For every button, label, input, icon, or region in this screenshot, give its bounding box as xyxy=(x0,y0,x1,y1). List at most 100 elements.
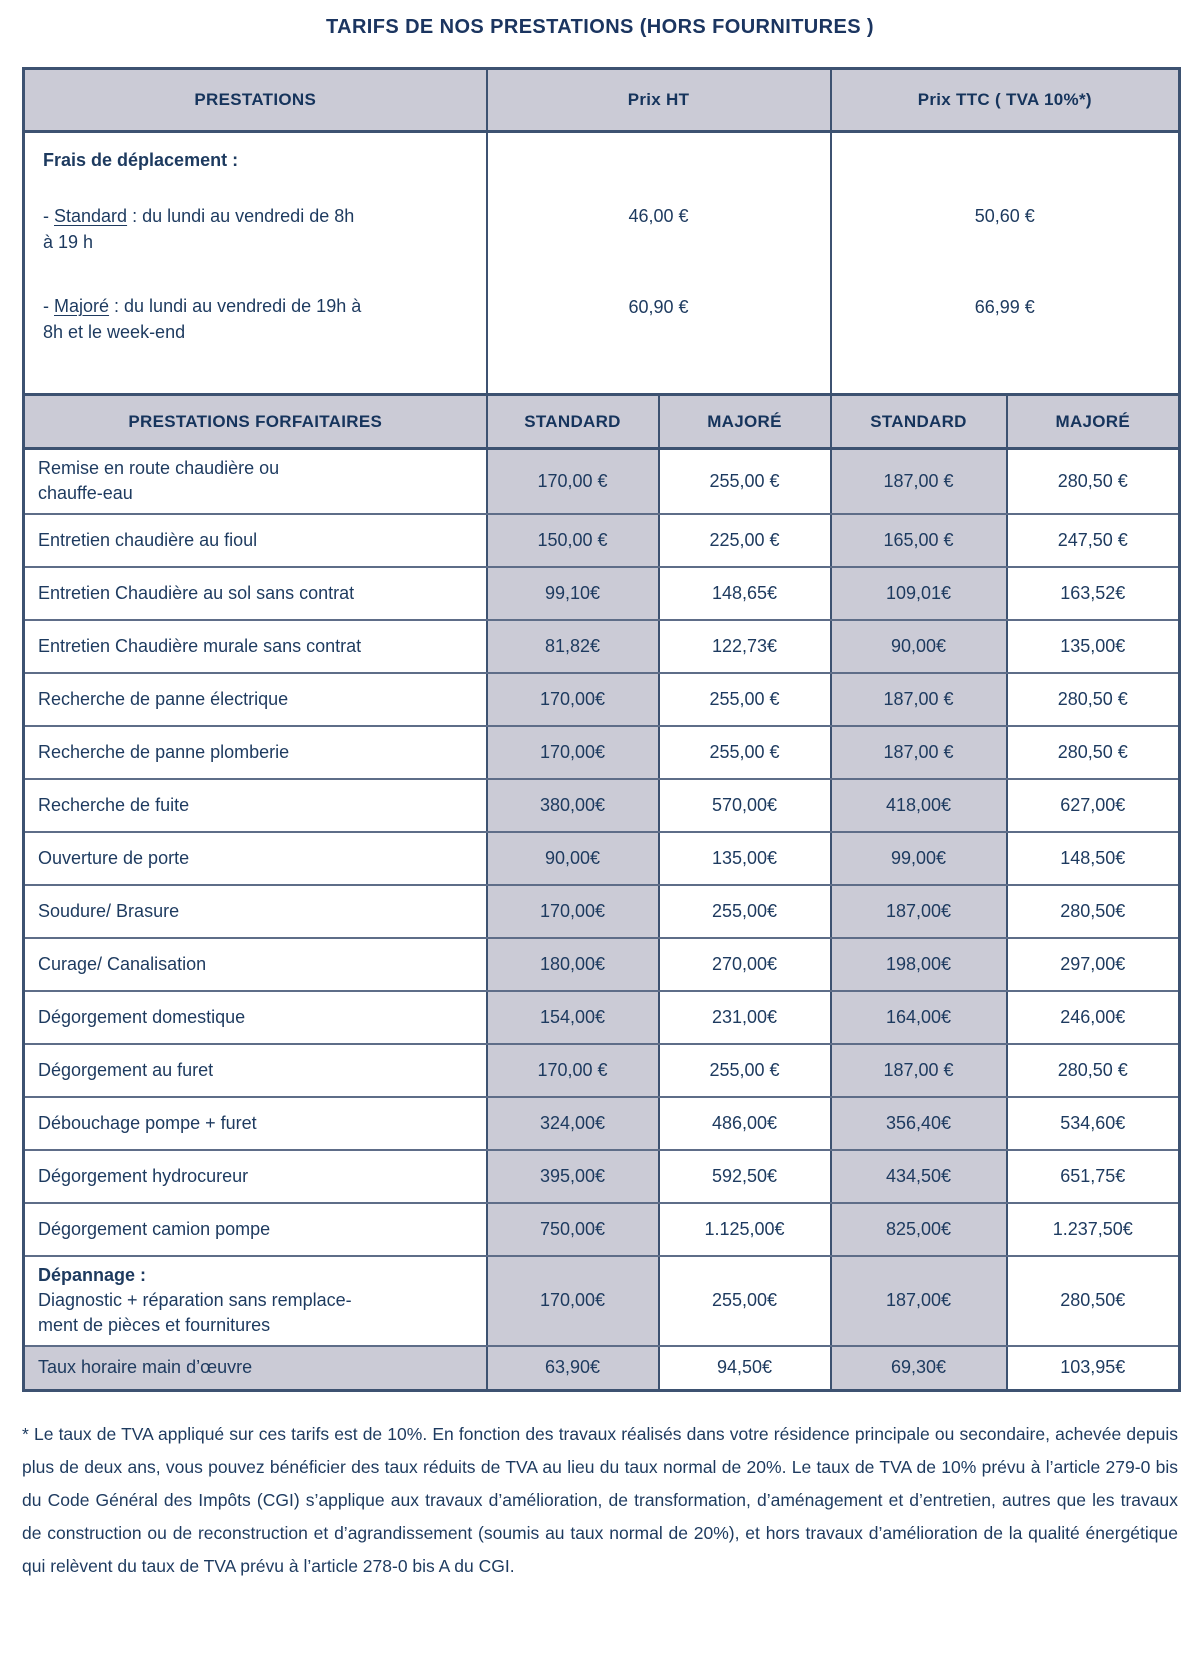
price-cell: 570,00€ xyxy=(657,777,832,833)
header-prix-ttc: Prix TTC ( TVA 10%*) xyxy=(829,67,1181,133)
service-label-cell: Recherche de fuite xyxy=(22,777,488,833)
service-label-cell: Ouverture de porte xyxy=(22,830,488,886)
price-cell: 255,00 € xyxy=(657,1042,832,1098)
frais-majore-prix-ttc: 66,99 € xyxy=(974,297,1035,317)
service-label: Entretien Chaudière murale sans contrat xyxy=(38,635,362,656)
service-label-cell: Soudure/ Brasure xyxy=(22,883,488,939)
table-row: Remise en route chaudière ou chauffe-eau 1… xyxy=(22,447,1181,515)
price-cell: 225,00 € xyxy=(657,512,832,568)
header-majore-ttc: MAJORÉ xyxy=(1005,393,1181,450)
frais-majore-term: Majoré xyxy=(54,296,110,316)
frais-standard-prefix: - xyxy=(43,206,54,226)
service-label-cell: Entretien Chaudière murale sans contrat xyxy=(22,618,488,674)
frais-standard-desc: - Standard : du lundi au vendredi de 8h … xyxy=(43,203,470,255)
price-cell: 592,50€ xyxy=(657,1148,832,1204)
service-label: Dégorgement domestique xyxy=(38,1006,246,1027)
table-row: Recherche de panne plomberie 170,00€ 255,0… xyxy=(22,724,1181,780)
price-cell: 187,00 € xyxy=(829,671,1008,727)
service-label-cell: Taux horaire main d’œuvre xyxy=(22,1344,488,1392)
price-cell: 180,00€ xyxy=(485,936,660,992)
header-majore-ht: MAJORÉ xyxy=(657,393,832,450)
price-cell: 170,00 € xyxy=(485,1042,660,1098)
price-cell: 280,50 € xyxy=(1005,447,1181,515)
price-cell: 94,50€ xyxy=(657,1344,832,1392)
price-cell: 418,00€ xyxy=(829,777,1008,833)
table-row: Entretien Chaudière murale sans contrat 8… xyxy=(22,618,1181,674)
price-cell: 255,00 € xyxy=(657,447,832,515)
service-label-cell: Dégorgement camion pompe xyxy=(22,1201,488,1257)
service-label-cell: Entretien chaudière au fioul xyxy=(22,512,488,568)
price-cell: 651,75€ xyxy=(1005,1148,1181,1204)
header-standard-ttc: STANDARD xyxy=(829,393,1008,450)
frais-standard-term: Standard xyxy=(54,206,128,226)
price-cell: 231,00€ xyxy=(657,989,832,1045)
frais-majore-prefix: - xyxy=(43,296,54,316)
service-label-line: Remise en route chaudière ou xyxy=(38,458,280,479)
header-row-top: PRESTATIONS Prix HT Prix TTC ( TVA 10%*) xyxy=(22,67,1181,133)
price-cell: 109,01€ xyxy=(829,565,1008,621)
price-cell: 486,00€ xyxy=(657,1095,832,1151)
tariff-page: TARIFS DE NOS PRESTATIONS (HORS FOURNITU… xyxy=(0,16,1200,1583)
price-cell: 90,00€ xyxy=(829,618,1008,674)
price-cell: 1.125,00€ xyxy=(657,1201,832,1257)
table-row: Recherche de fuite 380,00€ 570,00€ 418,00€ 6… xyxy=(22,777,1181,833)
price-cell: 255,00€ xyxy=(657,883,832,939)
frais-standard-prix-ht: 46,00 € xyxy=(628,206,689,226)
price-cell: 154,00€ xyxy=(485,989,660,1045)
header-row-forfait: PRESTATIONS FORFAITAIRES STANDARD MAJORÉ… xyxy=(22,393,1181,450)
price-cell: 170,00€ xyxy=(485,883,660,939)
price-cell: 534,60€ xyxy=(1005,1095,1181,1151)
header-prestations: PRESTATIONS xyxy=(22,67,488,133)
service-label: Dégorgement camion pompe xyxy=(38,1218,271,1239)
price-cell: 255,00 € xyxy=(657,671,832,727)
tva-footnote: * Le taux de TVA appliqué sur ces tarifs… xyxy=(22,1424,1178,1576)
price-cell: 103,95€ xyxy=(1005,1344,1181,1392)
price-cell: 170,00€ xyxy=(485,671,660,727)
header-prestations-forfaitaires: PRESTATIONS FORFAITAIRES xyxy=(22,393,488,450)
header-prix-ht: Prix HT xyxy=(485,67,832,133)
price-cell: 246,00€ xyxy=(1005,989,1181,1045)
service-label-cell: Recherche de panne plomberie xyxy=(22,724,488,780)
table-row: Entretien chaudière au fioul 150,00 €225,… xyxy=(22,512,1181,568)
service-label-cell: Remise en route chaudière ou chauffe-eau xyxy=(22,447,488,515)
price-cell: 750,00€ xyxy=(485,1201,660,1257)
price-cell: 280,50 € xyxy=(1005,671,1181,727)
price-cell: 170,00€ xyxy=(485,1254,660,1347)
service-label-line: chauffe-eau xyxy=(38,483,133,504)
service-label: Recherche de panne électrique xyxy=(38,688,289,709)
price-cell: 187,00 € xyxy=(829,1042,1008,1098)
table-row: Soudure/ Brasure 170,00€ 255,00€ 187,00€ 280… xyxy=(22,883,1181,939)
service-label-line: Diagnostic + réparation sans remplace- xyxy=(38,1290,352,1310)
frais-standard-prix-ttc: 50,60 € xyxy=(974,206,1035,226)
price-cell: 135,00€ xyxy=(657,830,832,886)
table-row: Curage/ Canalisation 180,00€ 270,00€ 198,00… xyxy=(22,936,1181,992)
price-cell: 280,50€ xyxy=(1005,1254,1181,1347)
service-label: Dégorgement au furet xyxy=(38,1059,214,1080)
price-cell: 163,52€ xyxy=(1005,565,1181,621)
price-cell: 170,00€ xyxy=(485,724,660,780)
price-cell: 187,00€ xyxy=(829,883,1008,939)
service-label: Dégorgement hydrocureur xyxy=(38,1165,249,1186)
service-label-cell: Entretien Chaudière au sol sans contrat xyxy=(22,565,488,621)
table-row: Dégorgement domestique 154,00€ 231,00€ 164,… xyxy=(22,989,1181,1045)
frais-majore-text: : du lundi au vendredi de 19h à xyxy=(109,296,362,316)
price-cell: 247,50 € xyxy=(1005,512,1181,568)
service-label-cell: Recherche de panne électrique xyxy=(22,671,488,727)
price-cell: 434,50€ xyxy=(829,1148,1008,1204)
price-cell: 90,00€ xyxy=(485,830,660,886)
service-label: Entretien chaudière au fioul xyxy=(38,529,258,550)
table-row: Entretien Chaudière au sol sans contrat 9… xyxy=(22,565,1181,621)
table-row: Dégorgement hydrocureur 395,00€ 592,50€ 434… xyxy=(22,1148,1181,1204)
price-cell: 380,00€ xyxy=(485,777,660,833)
price-cell: 198,00€ xyxy=(829,936,1008,992)
price-cell: 356,40€ xyxy=(829,1095,1008,1151)
price-cell: 255,00 € xyxy=(657,724,832,780)
service-label-line: ment de pièces et fournitures xyxy=(38,1315,271,1335)
service-label-cell: Dépannage : Diagnostic + réparation sans … xyxy=(22,1254,488,1347)
table-row: Dégorgement camion pompe 750,00€ 1.125,00€… xyxy=(22,1201,1181,1257)
service-label: Soudure/ Brasure xyxy=(38,900,180,921)
price-cell: 81,82€ xyxy=(485,618,660,674)
service-label: Recherche de fuite xyxy=(38,794,190,815)
price-cell: 63,90€ xyxy=(485,1344,660,1392)
price-cell: 122,73€ xyxy=(657,618,832,674)
